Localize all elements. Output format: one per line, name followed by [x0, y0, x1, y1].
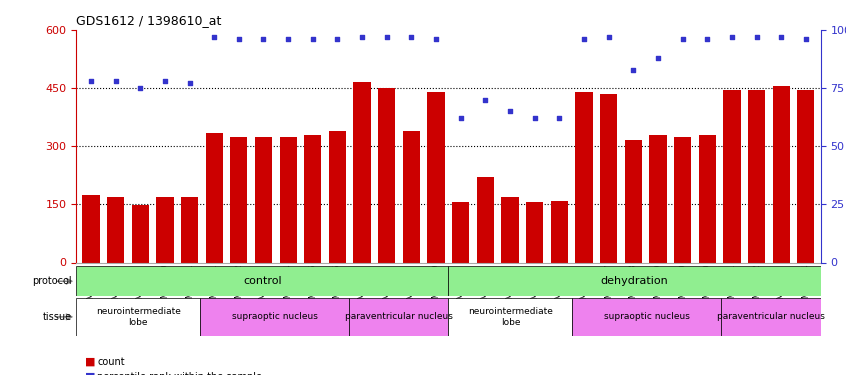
Text: dehydration: dehydration	[601, 276, 668, 286]
Point	[774, 34, 788, 40]
Point	[256, 36, 270, 42]
Point	[528, 116, 541, 122]
Point	[676, 36, 689, 42]
Bar	[76, 266, 448, 296]
Point	[232, 36, 245, 42]
Bar	[797, 90, 815, 262]
Bar	[600, 94, 618, 262]
Point	[429, 36, 442, 42]
Point	[725, 34, 739, 40]
Point	[207, 34, 221, 40]
Point	[183, 81, 196, 87]
Point	[404, 34, 418, 40]
Text: tissue: tissue	[43, 312, 72, 322]
Bar	[349, 298, 448, 336]
Text: neurointermediate
lobe: neurointermediate lobe	[96, 307, 180, 327]
Bar	[279, 136, 297, 262]
Bar	[181, 196, 198, 262]
Text: percentile rank within the sample: percentile rank within the sample	[97, 372, 262, 375]
Bar	[305, 135, 321, 262]
Point	[380, 34, 393, 40]
Point	[109, 78, 123, 84]
Text: count: count	[97, 357, 125, 367]
Bar	[107, 196, 124, 262]
Bar	[526, 202, 543, 262]
Bar	[624, 140, 642, 262]
Bar	[255, 136, 272, 262]
Bar	[674, 136, 691, 262]
Point	[577, 36, 591, 42]
Bar	[354, 82, 371, 262]
Bar	[448, 298, 573, 336]
Point	[355, 34, 369, 40]
Point	[158, 78, 172, 84]
Text: paraventricular nucleus: paraventricular nucleus	[717, 312, 825, 321]
Bar	[723, 90, 740, 262]
Bar	[772, 86, 790, 262]
Point	[651, 55, 665, 61]
Bar	[722, 298, 821, 336]
Bar	[573, 298, 722, 336]
Point	[627, 66, 640, 72]
Point	[799, 36, 813, 42]
Bar	[748, 90, 765, 262]
Bar	[132, 205, 149, 262]
Bar	[649, 135, 667, 262]
Bar	[329, 131, 346, 262]
Bar	[551, 201, 568, 262]
Point	[479, 97, 492, 103]
Text: neurointermediate
lobe: neurointermediate lobe	[468, 307, 552, 327]
Bar	[427, 92, 445, 262]
Bar	[477, 177, 494, 262]
Point	[134, 85, 147, 91]
Text: control: control	[243, 276, 282, 286]
Text: ■: ■	[85, 372, 95, 375]
Text: ■: ■	[85, 357, 95, 367]
Point	[602, 34, 615, 40]
Bar	[575, 92, 592, 262]
Text: GDS1612 / 1398610_at: GDS1612 / 1398610_at	[76, 15, 222, 27]
Bar	[403, 131, 420, 262]
Point	[331, 36, 344, 42]
Bar	[452, 202, 470, 262]
Bar	[230, 136, 248, 262]
Bar	[378, 88, 395, 262]
Point	[454, 116, 468, 122]
Bar	[502, 197, 519, 262]
Bar	[201, 298, 349, 336]
Text: supraoptic nucleus: supraoptic nucleus	[604, 312, 689, 321]
Text: supraoptic nucleus: supraoptic nucleus	[232, 312, 317, 321]
Bar	[699, 135, 716, 262]
Point	[700, 36, 714, 42]
Bar	[448, 266, 821, 296]
Text: paraventricular nucleus: paraventricular nucleus	[345, 312, 453, 321]
Bar	[76, 298, 201, 336]
Text: protocol: protocol	[32, 276, 72, 286]
Bar	[82, 195, 100, 262]
Bar	[157, 197, 173, 262]
Point	[84, 78, 97, 84]
Point	[552, 116, 566, 122]
Point	[750, 34, 763, 40]
Point	[503, 108, 517, 114]
Point	[282, 36, 295, 42]
Point	[306, 36, 320, 42]
Bar	[206, 133, 222, 262]
